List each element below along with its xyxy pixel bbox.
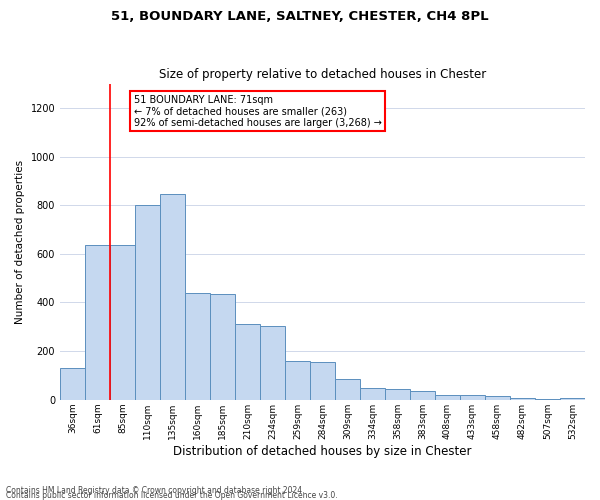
Bar [210, 294, 235, 400]
Text: Contains HM Land Registry data © Crown copyright and database right 2024.: Contains HM Land Registry data © Crown c… [6, 486, 305, 495]
Bar [560, 398, 585, 400]
Bar [235, 324, 260, 400]
Text: 51 BOUNDARY LANE: 71sqm
← 7% of detached houses are smaller (263)
92% of semi-de: 51 BOUNDARY LANE: 71sqm ← 7% of detached… [134, 94, 382, 128]
Bar [510, 398, 535, 400]
Bar [435, 395, 460, 400]
X-axis label: Distribution of detached houses by size in Chester: Distribution of detached houses by size … [173, 444, 472, 458]
Text: 51, BOUNDARY LANE, SALTNEY, CHESTER, CH4 8PL: 51, BOUNDARY LANE, SALTNEY, CHESTER, CH4… [111, 10, 489, 23]
Bar [135, 205, 160, 400]
Bar [335, 379, 360, 400]
Bar [535, 398, 560, 400]
Bar [185, 293, 210, 400]
Bar [310, 362, 335, 400]
Bar [410, 392, 435, 400]
Bar [110, 246, 135, 400]
Bar [260, 326, 285, 400]
Bar [385, 389, 410, 400]
Bar [285, 361, 310, 400]
Bar [485, 396, 510, 400]
Bar [85, 246, 110, 400]
Bar [360, 388, 385, 400]
Y-axis label: Number of detached properties: Number of detached properties [15, 160, 25, 324]
Bar [160, 194, 185, 400]
Bar [460, 396, 485, 400]
Title: Size of property relative to detached houses in Chester: Size of property relative to detached ho… [159, 68, 486, 81]
Text: Contains public sector information licensed under the Open Government Licence v3: Contains public sector information licen… [6, 491, 338, 500]
Bar [60, 368, 85, 400]
